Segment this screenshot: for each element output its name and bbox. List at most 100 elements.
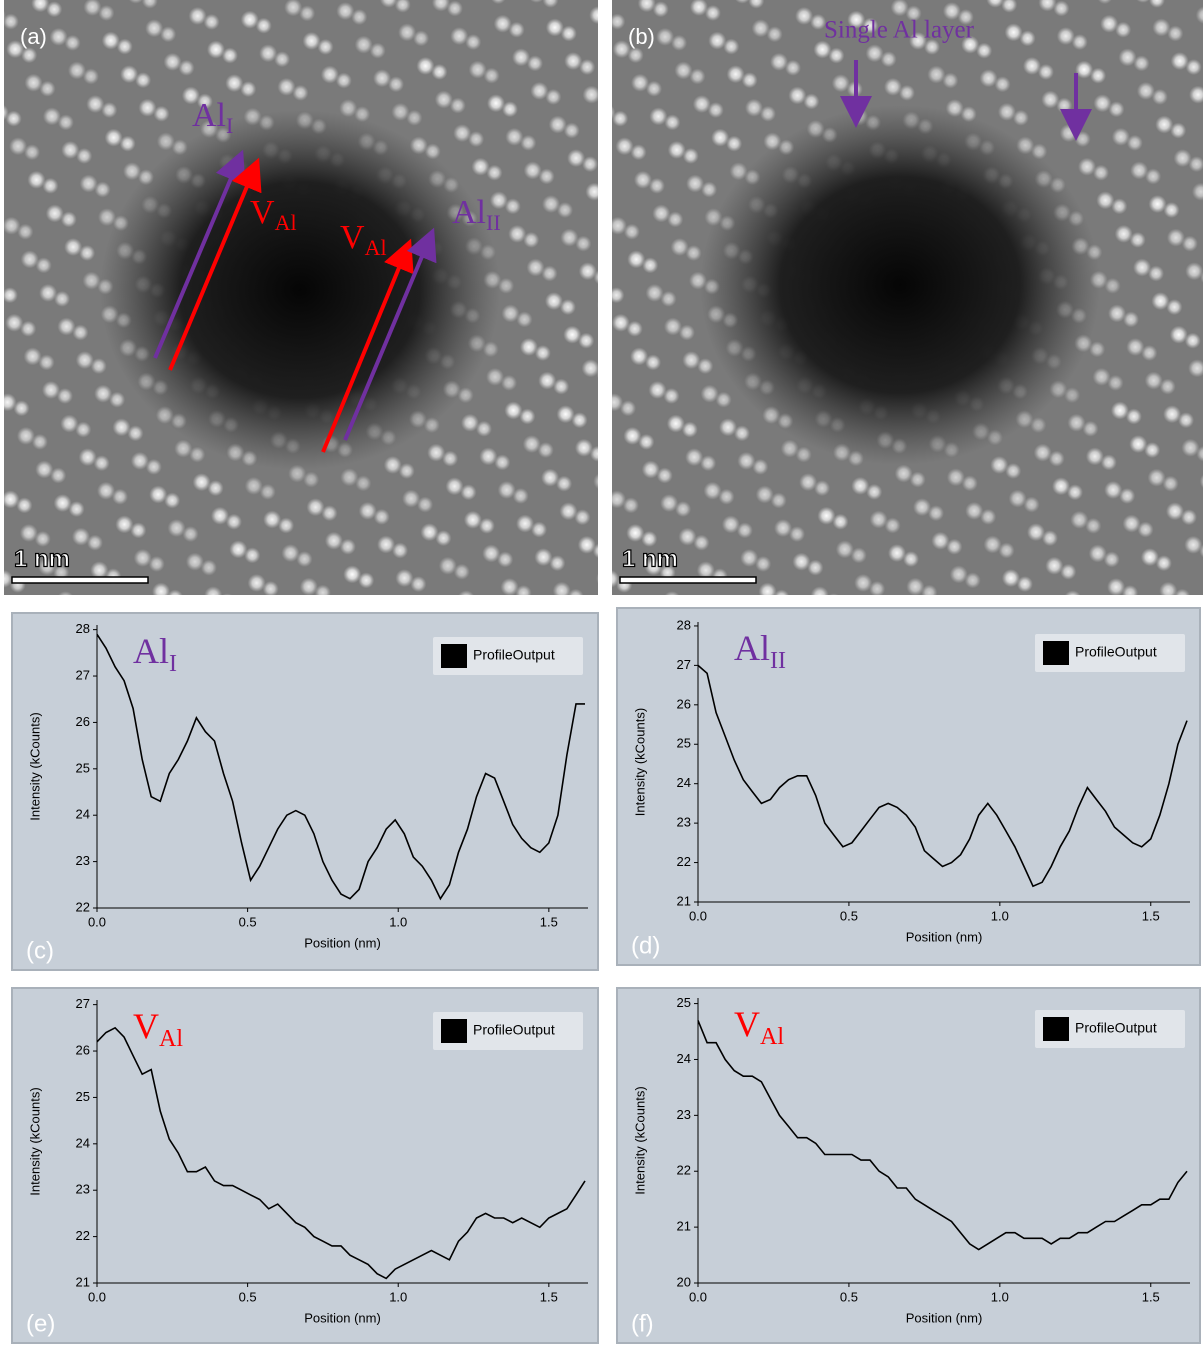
atom-column bbox=[721, 515, 740, 534]
atom-column bbox=[398, 23, 417, 42]
atom-column bbox=[1093, 164, 1110, 181]
atom-column bbox=[72, 598, 88, 614]
atom-column bbox=[850, 547, 867, 564]
atom-column bbox=[61, 140, 80, 159]
atom-column bbox=[39, 283, 58, 302]
atom-column bbox=[24, 144, 41, 161]
y-tick-label: 20 bbox=[677, 1274, 691, 1289]
atom-column bbox=[735, 0, 750, 4]
atom-column bbox=[541, 265, 558, 282]
atom-column bbox=[612, 13, 626, 30]
atom-column bbox=[42, 177, 59, 194]
atom-column bbox=[1136, 0, 1150, 3]
atom-column bbox=[774, 519, 793, 538]
atom-column bbox=[928, 505, 945, 522]
annotation-sub: I bbox=[226, 113, 233, 138]
atom-column bbox=[1137, 521, 1154, 538]
atom-column bbox=[68, 501, 85, 518]
atom-column bbox=[1016, 576, 1033, 593]
atom-column bbox=[1159, 581, 1178, 595]
atom-column bbox=[1129, 435, 1148, 454]
x-tick-label: 1.0 bbox=[389, 1289, 407, 1304]
atom-column bbox=[645, 354, 662, 371]
atom-column bbox=[31, 0, 50, 13]
atom-column bbox=[534, 344, 551, 361]
atom-column bbox=[642, 257, 659, 274]
atom-column bbox=[471, 157, 490, 176]
atom-column bbox=[277, 77, 296, 96]
atom-column bbox=[402, 489, 421, 508]
atom-column bbox=[406, 109, 423, 126]
atom-column bbox=[38, 354, 55, 371]
x-tick-label: 0.5 bbox=[840, 1289, 858, 1304]
atom-column bbox=[39, 80, 56, 97]
atom-column bbox=[626, 523, 645, 542]
atom-column bbox=[638, 433, 655, 450]
x-tick-label: 1.0 bbox=[991, 908, 1009, 923]
atom-column bbox=[1033, 443, 1052, 462]
annotation: AlI bbox=[192, 97, 233, 138]
atom-column bbox=[508, 224, 527, 243]
atom-column bbox=[86, 534, 103, 551]
atom-column bbox=[946, 538, 963, 555]
atom-column bbox=[1089, 341, 1106, 358]
atom-column bbox=[1126, 337, 1145, 356]
y-tick-label: 23 bbox=[76, 853, 90, 868]
atom-column bbox=[78, 448, 97, 467]
atom-column bbox=[523, 231, 540, 248]
atom-column bbox=[438, 556, 457, 575]
atom-column bbox=[560, 25, 577, 42]
atom-column bbox=[317, 38, 334, 55]
atom-column bbox=[523, 161, 542, 180]
atom-column bbox=[1167, 25, 1184, 42]
y-tick-label: 26 bbox=[76, 1042, 90, 1057]
void-region bbox=[700, 105, 1100, 465]
line-chart: 21 22 23 24 25 26 27 0.0 0.5 1.0 1.5 Position (nm) I… bbox=[11, 987, 599, 1344]
atom-column bbox=[274, 51, 291, 68]
atom-column bbox=[501, 374, 518, 391]
atom-column bbox=[38, 557, 57, 576]
atom-column bbox=[505, 127, 524, 146]
atom-column bbox=[803, 93, 820, 110]
atom-column bbox=[563, 122, 580, 139]
atom-column bbox=[391, 102, 410, 121]
atom-column bbox=[1060, 563, 1077, 580]
atom-column bbox=[383, 455, 402, 474]
atom-column bbox=[358, 572, 375, 589]
atom-column bbox=[54, 290, 71, 307]
atom-column bbox=[817, 506, 836, 525]
x-tick-label: 1.5 bbox=[1142, 1289, 1160, 1304]
atom-column bbox=[468, 131, 485, 148]
atom-column bbox=[1012, 109, 1029, 126]
atom-column bbox=[410, 576, 427, 593]
atom-column bbox=[379, 0, 398, 8]
atom-column bbox=[924, 38, 941, 55]
atom-column bbox=[660, 290, 677, 307]
y-tick-label: 28 bbox=[76, 621, 90, 636]
atom-column bbox=[522, 435, 541, 454]
atom-column bbox=[335, 72, 352, 89]
atom-column bbox=[133, 548, 152, 567]
atom-column bbox=[178, 59, 195, 76]
atom-column bbox=[339, 538, 356, 555]
atom-column bbox=[567, 588, 584, 595]
atom-column bbox=[259, 44, 278, 63]
atom-column bbox=[1019, 30, 1036, 47]
atom-column bbox=[1148, 195, 1167, 214]
atom-column bbox=[82, 271, 101, 290]
y-tick-label: 28 bbox=[677, 617, 691, 632]
annotation-text: Al bbox=[734, 628, 770, 668]
atom-column bbox=[557, 202, 574, 219]
atom-column bbox=[320, 65, 339, 84]
atom-column bbox=[851, 476, 870, 495]
atom-column bbox=[1125, 408, 1142, 425]
atom-column bbox=[810, 586, 829, 595]
atom-column bbox=[343, 565, 362, 584]
atom-column bbox=[1189, 85, 1203, 104]
atom-column bbox=[1104, 277, 1121, 294]
atom-column bbox=[148, 555, 165, 572]
atom-column bbox=[685, 448, 704, 467]
atom-column bbox=[641, 460, 660, 479]
atom-column bbox=[427, 443, 446, 462]
